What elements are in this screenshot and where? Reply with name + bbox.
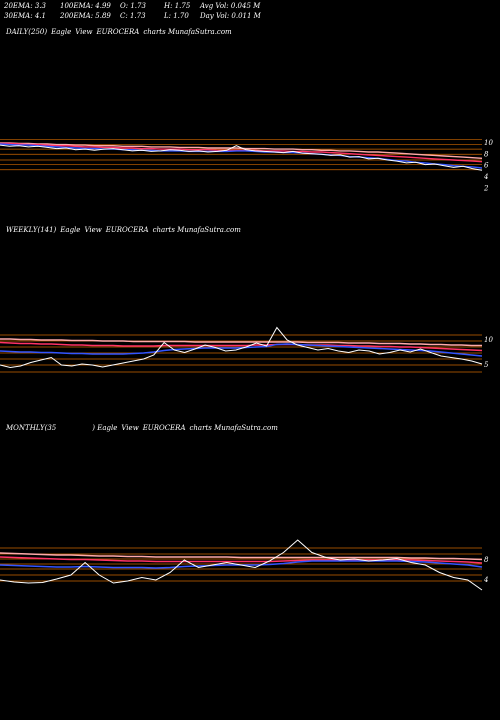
weekly-site: charts MunafaSutra.com: [152, 226, 241, 234]
y-tick-label: 2: [483, 185, 489, 193]
series-line-0: [0, 144, 483, 171]
monthly-panel-title: MONTHLY(35 ) Eagle View EUROCERA charts Muna…: [6, 424, 282, 432]
daily-pre-label: Eagle: [51, 28, 72, 36]
monthly-period-label: MONTHLY(35: [6, 424, 57, 432]
weekly-view-label: View: [84, 226, 102, 234]
y-tick-label: 10: [484, 139, 493, 147]
y-tick-label: 5: [484, 361, 489, 369]
weekly-period-label: WEEKLY(141): [6, 226, 57, 234]
monthly-symbol: EUROCERA: [142, 424, 186, 432]
series-line-0: [0, 539, 483, 591]
daily-symbol: EUROCERA: [96, 28, 140, 36]
avg-vol-value: Avg Vol: 0.045 M: [200, 2, 261, 10]
y-tick-label: 4: [483, 576, 488, 584]
day-vol-value: Day Vol: 0.011 M: [200, 12, 261, 20]
open-value: O: 1.73: [120, 2, 146, 10]
weekly-chart: 10 5: [0, 326, 493, 373]
y-tick-label: 4: [483, 173, 488, 181]
high-value: H: 1.75: [164, 2, 191, 10]
daily-period-label: DAILY(250): [6, 28, 48, 36]
monthly-view-label: View: [121, 424, 139, 432]
y-tick-label: 8: [484, 556, 489, 564]
weekly-symbol: EUROCERA: [105, 226, 149, 234]
daily-site: charts MunafaSutra.com: [143, 28, 232, 36]
series-line-2: [0, 142, 483, 163]
ema30-value: 30EMA: 4.1: [4, 12, 46, 20]
weekly-pre-label: Eagle: [60, 226, 81, 234]
ema20-value: 20EMA: 3.3: [4, 2, 46, 10]
series-line-3: [0, 552, 483, 561]
series-line-3: [0, 142, 483, 159]
weekly-panel-title: WEEKLY(141) Eagle View EUROCERA charts Munaf…: [6, 226, 245, 234]
header-stats: 20EMA: 3.3 30EMA: 4.1 100EMA: 4.99 200EM…: [0, 0, 500, 24]
monthly-pre-label: ) Eagle: [92, 424, 118, 432]
ema200-value: 200EMA: 5.89: [60, 12, 111, 20]
low-value: L: 1.70: [164, 12, 189, 20]
ema100-value: 100EMA: 4.99: [60, 2, 111, 10]
close-value: C: 1.73: [120, 12, 146, 20]
y-tick-label: 10: [484, 336, 493, 344]
monthly-site: charts MunafaSutra.com: [189, 424, 278, 432]
series-line-1: [0, 143, 483, 169]
monthly-chart: 84: [0, 539, 489, 591]
daily-chart: 10 8 6 4 2: [0, 139, 493, 193]
series-line-1: [0, 343, 483, 357]
y-tick-label: 8: [484, 150, 489, 158]
series-line-0: [0, 326, 483, 369]
series-line-3: [0, 338, 482, 347]
series-line-2: [0, 341, 483, 352]
y-tick-label: 6: [484, 162, 489, 170]
daily-view-label: View: [75, 28, 93, 36]
daily-panel-title: DAILY(250) Eagle View EUROCERA charts Munafa…: [6, 28, 236, 36]
